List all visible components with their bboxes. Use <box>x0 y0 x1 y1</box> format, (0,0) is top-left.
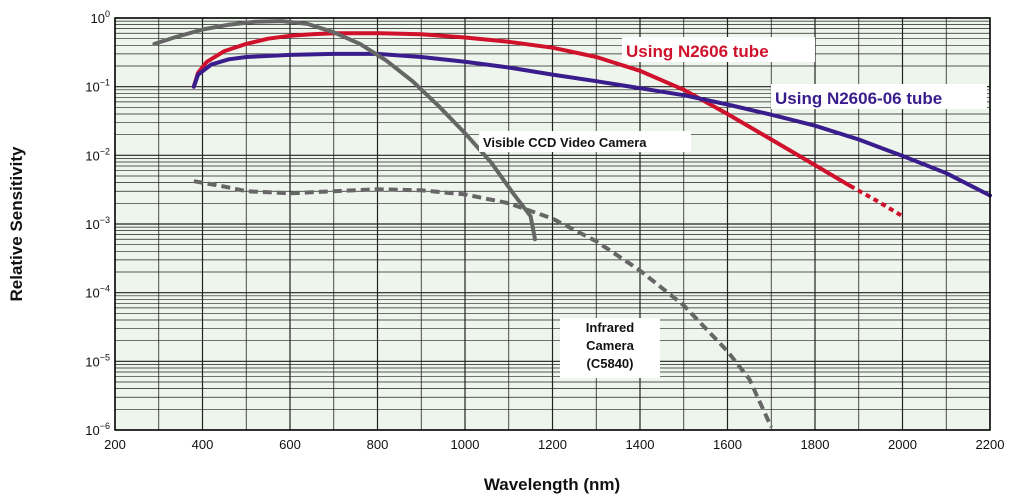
annotation-infrared-line: Camera <box>586 338 634 353</box>
x-tick-label: 2000 <box>888 437 917 452</box>
x-tick-label: 1000 <box>451 437 480 452</box>
y-tick-label: 10−1 <box>85 78 110 95</box>
annotation-infrared-line: Infrared <box>586 320 634 335</box>
y-tick-label: 10−5 <box>85 352 110 369</box>
series-line <box>849 184 904 218</box>
y-axis-title: Relative Sensitivity <box>7 146 26 302</box>
annotation-n2606-06-bg <box>771 84 987 109</box>
annotation-n2606: Using N2606 tube <box>622 37 815 62</box>
annotation-ccd-text: Visible CCD Video Camera <box>483 135 647 150</box>
x-tick-label: 600 <box>279 437 301 452</box>
annotation-n2606-bg <box>622 37 815 62</box>
y-tick-labels: 100 10−1 10−2 10−3 10−4 10−5 10−6 <box>85 9 110 438</box>
x-tick-label: 2200 <box>976 437 1005 452</box>
series-line <box>191 31 852 188</box>
y-tick-label: 10−4 <box>85 284 110 301</box>
x-tick-label: 1400 <box>626 437 655 452</box>
x-tick-label: 1800 <box>801 437 830 452</box>
annotation-ccd: Visible CCD Video Camera <box>479 131 691 152</box>
annotation-n2606-text: Using N2606 tube <box>626 42 769 61</box>
series-layer <box>152 19 992 429</box>
annotation-n2606-06: Using N2606-06 tube <box>771 84 987 109</box>
x-tick-label: 1200 <box>538 437 567 452</box>
annotation-n2606-06-text: Using N2606-06 tube <box>775 89 942 108</box>
x-tick-label: 1600 <box>713 437 742 452</box>
x-axis-title: Wavelength (nm) <box>484 475 620 494</box>
x-tick-label: 800 <box>367 437 389 452</box>
y-tick-label: 10−6 <box>85 421 110 438</box>
series-line <box>193 179 774 429</box>
x-tick-labels: 200 400 600 800 1000 1200 1400 1600 1800 2000 2200 <box>104 437 1004 452</box>
annotations: Using N2606 tube Using N2606-06 tube Visib… <box>479 37 987 378</box>
annotation-infrared-line: (C5840) <box>587 356 634 371</box>
series-line <box>191 51 992 198</box>
annotation-infrared: Infrared Camera (C5840) <box>560 318 660 378</box>
y-tick-label: 100 <box>91 9 110 26</box>
y-tick-label: 10−2 <box>85 146 110 163</box>
series-line <box>152 19 537 242</box>
x-tick-label: 400 <box>192 437 214 452</box>
x-tick-label: 200 <box>104 437 126 452</box>
major-gridlines <box>114 17 991 431</box>
plot-frame <box>114 17 991 431</box>
annotation-ccd-bg <box>479 131 691 152</box>
annotation-infrared-bg <box>560 318 660 378</box>
y-tick-label: 10−3 <box>85 215 110 232</box>
